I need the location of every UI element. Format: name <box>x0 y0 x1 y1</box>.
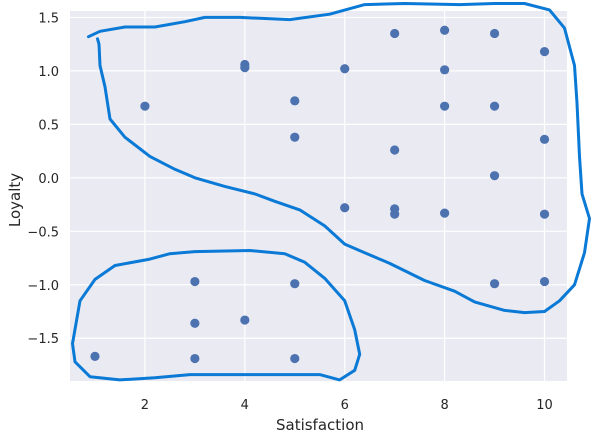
y-tick-label: 1.5 <box>38 11 59 26</box>
data-point <box>390 28 400 39</box>
data-point <box>190 276 200 287</box>
cluster-outline <box>87 2 591 315</box>
data-point <box>390 145 400 155</box>
data-point <box>340 64 350 74</box>
data-point <box>390 209 400 219</box>
data-point <box>290 279 300 289</box>
y-tick-label: 0.0 <box>38 172 59 187</box>
y-gridlines <box>70 16 567 339</box>
data-point <box>190 353 200 364</box>
x-tick-label: 6 <box>341 398 349 413</box>
data-point <box>440 208 450 218</box>
plot-area <box>70 11 567 381</box>
data-point <box>440 65 450 75</box>
y-tick-labels: 1.5 1.0 0.5 0.0 −0.5 −1.0 −1.5 <box>27 11 59 347</box>
y-tick-label: 1.0 <box>38 65 59 80</box>
x-tick-label: 8 <box>440 398 448 413</box>
data-point <box>489 28 500 39</box>
cluster-outline <box>71 249 362 382</box>
y-axis-label: Loyalty <box>6 173 24 227</box>
data-point <box>539 47 550 57</box>
x-tick-label: 4 <box>241 398 249 413</box>
data-point <box>539 209 550 219</box>
cluster-outlines <box>71 2 591 382</box>
x-tick-labels: 2 4 6 8 10 <box>141 398 553 413</box>
data-point <box>489 101 500 111</box>
data-point <box>90 351 100 362</box>
x-axis-label: Satisfaction <box>276 416 364 434</box>
data-point <box>340 203 350 213</box>
y-tick-label: −1.0 <box>27 279 59 294</box>
data-point <box>489 279 500 289</box>
x-tick-label: 2 <box>141 398 149 413</box>
data-point <box>489 171 500 181</box>
y-tick-label: −0.5 <box>27 225 59 240</box>
x-tick-label: 10 <box>536 398 553 413</box>
y-tick-label: 0.5 <box>38 118 59 133</box>
data-point <box>539 134 550 144</box>
data-point <box>440 101 450 111</box>
y-tick-label: −1.5 <box>27 332 59 347</box>
data-point <box>290 132 300 142</box>
data-point <box>240 315 250 325</box>
data-point <box>240 63 250 73</box>
data-point <box>140 101 150 111</box>
data-point <box>190 318 200 328</box>
data-point <box>290 353 300 364</box>
data-point <box>440 25 450 35</box>
data-point <box>539 276 550 287</box>
data-point <box>290 96 300 106</box>
data-points <box>90 25 550 364</box>
